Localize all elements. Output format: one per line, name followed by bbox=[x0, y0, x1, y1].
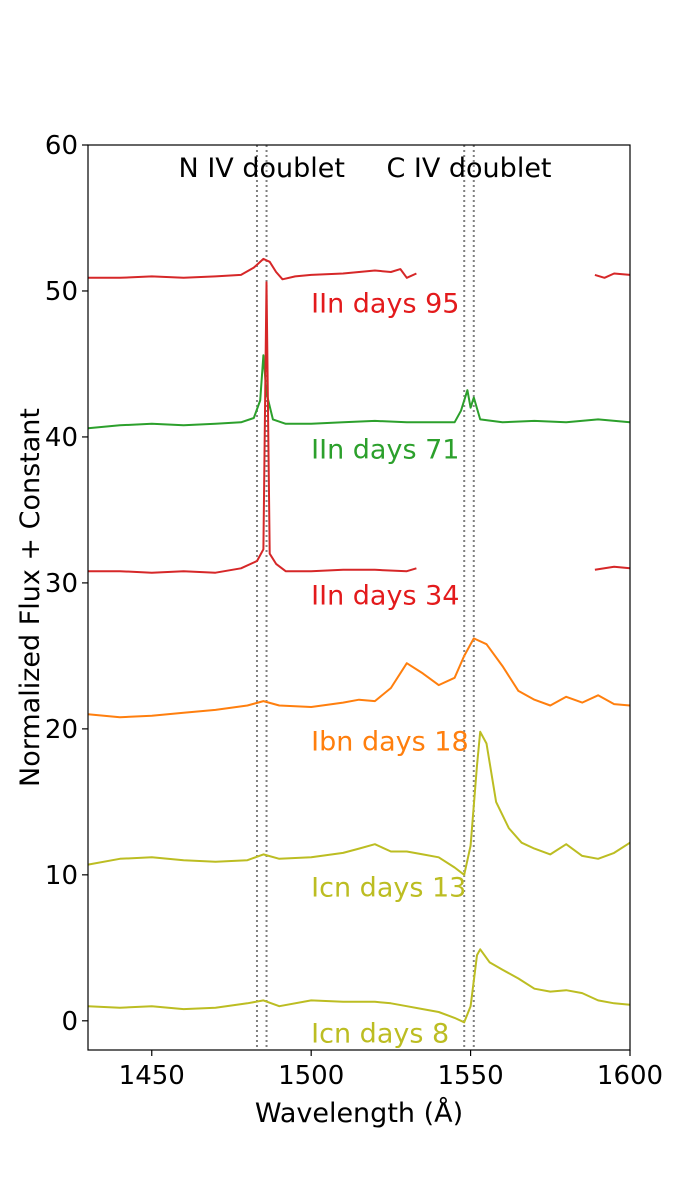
annotation-1: C IV doublet bbox=[386, 153, 551, 184]
series-label-0: IIn days 95 bbox=[311, 289, 459, 320]
series-label-5: Icn days 8 bbox=[311, 1018, 449, 1049]
y-tick-label: 50 bbox=[45, 277, 78, 307]
series-label-2: IIn days 34 bbox=[311, 581, 459, 612]
series-line-1 bbox=[87, 354, 631, 430]
series-line-5 bbox=[87, 948, 631, 1024]
series-line-0 bbox=[88, 257, 631, 281]
y-tick-label: 20 bbox=[45, 715, 78, 745]
x-tick-label: 1450 bbox=[119, 1061, 185, 1091]
y-axis-label: Normalized Flux + Constant bbox=[15, 408, 46, 787]
series-label-layer: IIn days 95 IIn days 71 IIn days 34 Ibn day… bbox=[311, 289, 468, 1050]
series-line-2 bbox=[88, 281, 631, 574]
series-line-4 bbox=[87, 730, 631, 876]
y-tick-label: 40 bbox=[45, 423, 78, 453]
ticks-layer: 1450 1500 1550 1600 0 10 20 30 40 50 60 bbox=[45, 131, 663, 1091]
y-tick-label: 0 bbox=[61, 1007, 78, 1037]
x-tick-label: 1550 bbox=[438, 1061, 504, 1091]
y-tick-label: 60 bbox=[45, 131, 78, 161]
series-line-3 bbox=[87, 637, 631, 719]
y-tick-label: 10 bbox=[45, 861, 78, 891]
annotation-0: N IV doublet bbox=[179, 153, 345, 184]
x-tick-label: 1500 bbox=[278, 1061, 344, 1091]
series-label-4: Icn days 13 bbox=[311, 873, 466, 904]
annotation-layer: N IV doublet C IV doublet bbox=[179, 153, 552, 184]
series-label-3: Ibn days 18 bbox=[311, 727, 468, 758]
series-label-1: IIn days 71 bbox=[311, 435, 459, 466]
series-layer bbox=[87, 257, 631, 1024]
x-tick-label: 1600 bbox=[597, 1061, 663, 1091]
y-tick-label: 30 bbox=[45, 569, 78, 599]
x-axis-label: Wavelength (Å) bbox=[255, 1097, 463, 1129]
plot-frame bbox=[87, 144, 631, 1051]
